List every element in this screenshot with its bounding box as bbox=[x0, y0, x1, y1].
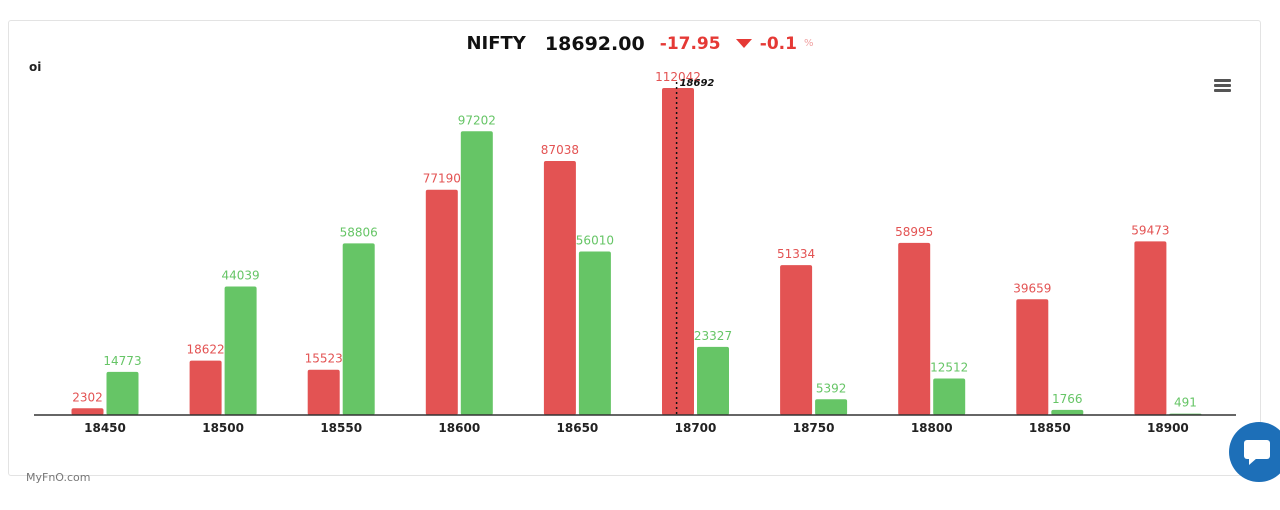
x-tick-18800: 18800 bbox=[911, 421, 953, 435]
call-oi-value-18900: 59473 bbox=[1131, 223, 1169, 237]
call-oi-bar-18900 bbox=[1134, 241, 1167, 415]
put-oi-bar-18650 bbox=[578, 251, 611, 415]
put-oi-value-18550: 58806 bbox=[340, 225, 378, 239]
call-oi-bar-18450 bbox=[71, 408, 104, 415]
put-oi-value-18650: 56010 bbox=[576, 234, 614, 248]
index-symbol: NIFTY bbox=[466, 32, 526, 54]
put-oi-bar-18700 bbox=[697, 346, 729, 415]
down-arrow-icon bbox=[735, 39, 752, 48]
put-oi-value-18450: 14773 bbox=[103, 354, 141, 368]
chart-menu-icon[interactable] bbox=[1214, 79, 1231, 93]
x-tick-18650: 18650 bbox=[557, 421, 599, 435]
call-oi-value-18550: 15523 bbox=[305, 352, 343, 366]
x-tick-18750: 18750 bbox=[793, 421, 835, 435]
x-tick-18600: 18600 bbox=[438, 421, 480, 435]
call-oi-bar-18500 bbox=[189, 360, 222, 415]
put-oi-value-18750: 5392 bbox=[816, 381, 847, 395]
put-oi-bar-18550 bbox=[342, 243, 375, 415]
put-oi-value-18700: 23327 bbox=[694, 329, 732, 343]
spot-price-label: 18692 bbox=[680, 78, 715, 89]
call-oi-bar-18600 bbox=[425, 189, 458, 415]
x-tick-18900: 18900 bbox=[1147, 421, 1189, 435]
price-change: -17.95 bbox=[659, 33, 721, 54]
call-oi-bar-18550 bbox=[307, 369, 340, 415]
call-oi-value-18500: 18622 bbox=[187, 343, 225, 357]
call-oi-bar-18650 bbox=[543, 160, 576, 415]
percent-change: -0.1 bbox=[759, 33, 797, 54]
put-oi-bar-18450 bbox=[106, 371, 139, 415]
call-oi-value-18650: 87038 bbox=[541, 143, 579, 157]
call-oi-value-18850: 39659 bbox=[1013, 281, 1051, 295]
site-watermark: MyFnO.com bbox=[26, 471, 91, 484]
call-oi-value-18750: 51334 bbox=[777, 247, 815, 261]
call-oi-bar-18750 bbox=[780, 265, 813, 415]
chat-bubble-icon bbox=[1244, 440, 1270, 459]
call-oi-bar-18850 bbox=[1016, 299, 1049, 415]
percent-sign: % bbox=[804, 37, 814, 49]
put-oi-value-18800: 12512 bbox=[930, 360, 968, 374]
put-oi-bar-18850 bbox=[1051, 409, 1084, 415]
x-tick-18500: 18500 bbox=[202, 421, 244, 435]
put-oi-bar-18600 bbox=[460, 131, 493, 415]
x-tick-18700: 18700 bbox=[675, 421, 717, 435]
call-oi-value-18800: 58995 bbox=[895, 225, 933, 239]
x-tick-18850: 18850 bbox=[1029, 421, 1071, 435]
index-price: 18692.00 bbox=[544, 32, 645, 55]
put-oi-value-18850: 1766 bbox=[1052, 392, 1083, 406]
put-oi-bar-18750 bbox=[815, 399, 848, 415]
call-oi-value-18700: 112042 bbox=[655, 70, 701, 84]
put-oi-value-18900: 491 bbox=[1174, 396, 1197, 410]
put-oi-value-18600: 97202 bbox=[458, 113, 496, 127]
put-oi-bar-18500 bbox=[224, 286, 257, 415]
ticker-header: NIFTY 18692.00 -17.95 -0.1 % bbox=[0, 31, 1280, 56]
put-oi-value-18500: 44039 bbox=[222, 268, 260, 282]
x-tick-18550: 18550 bbox=[320, 421, 362, 435]
put-oi-bar-18800 bbox=[933, 378, 966, 415]
call-oi-bar-18700 bbox=[662, 88, 694, 415]
x-tick-18450: 18450 bbox=[84, 421, 126, 435]
chat-button[interactable] bbox=[1229, 422, 1280, 482]
call-oi-value-18600: 77190 bbox=[423, 172, 461, 186]
call-oi-value-18450: 2302 bbox=[72, 390, 103, 404]
call-oi-bar-18800 bbox=[898, 242, 931, 415]
y-axis-label: oi bbox=[29, 60, 42, 74]
